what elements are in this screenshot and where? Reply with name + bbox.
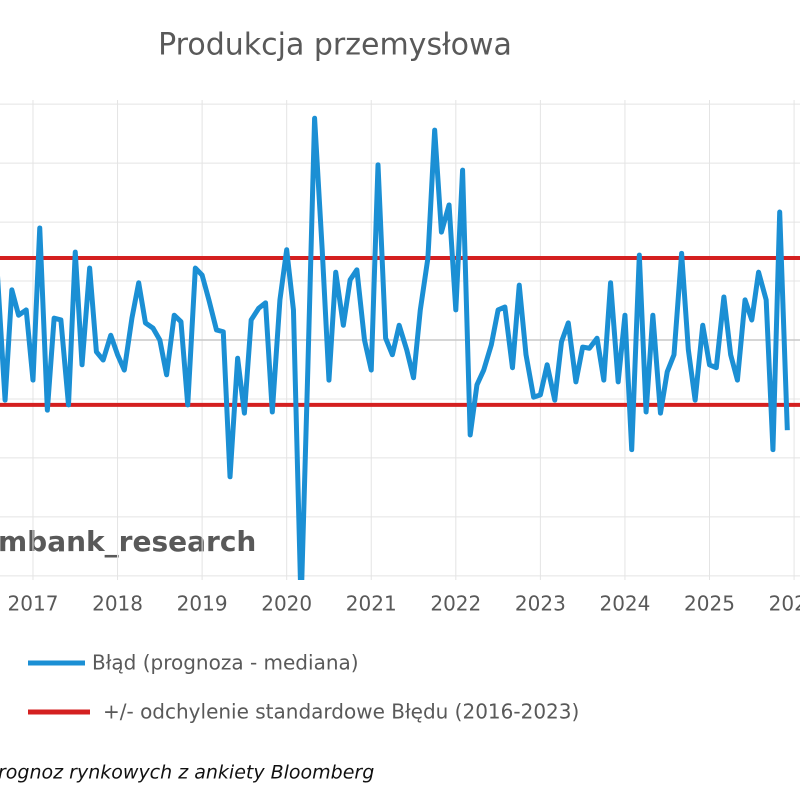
x-tick-label: 2018 — [92, 592, 143, 616]
x-tick-label: 2023 — [515, 592, 566, 616]
plot-area — [0, 100, 800, 580]
x-tick-label: 2020 — [261, 592, 312, 616]
legend-label: +/- odchylenie standardowe Błędu (2016-2… — [103, 700, 579, 724]
x-tick-label: 2024 — [599, 592, 650, 616]
x-tick-label: 2022 — [430, 592, 481, 616]
footnote: rognoz rynkowych z ankiety Bloomberg — [0, 762, 374, 784]
legend-label: Błąd (prognoza - mediana) — [92, 651, 359, 675]
x-tick-label: 2026 — [769, 592, 800, 616]
x-tick-label: 2017 — [8, 592, 59, 616]
watermark: mbank_research — [0, 525, 256, 558]
x-tick-label: 2021 — [346, 592, 397, 616]
data-line — [0, 115, 790, 580]
x-tick-label: 2025 — [684, 592, 735, 616]
chart-title: Produkcja przemysłowa — [158, 28, 512, 63]
x-tick-label: 2019 — [177, 592, 228, 616]
